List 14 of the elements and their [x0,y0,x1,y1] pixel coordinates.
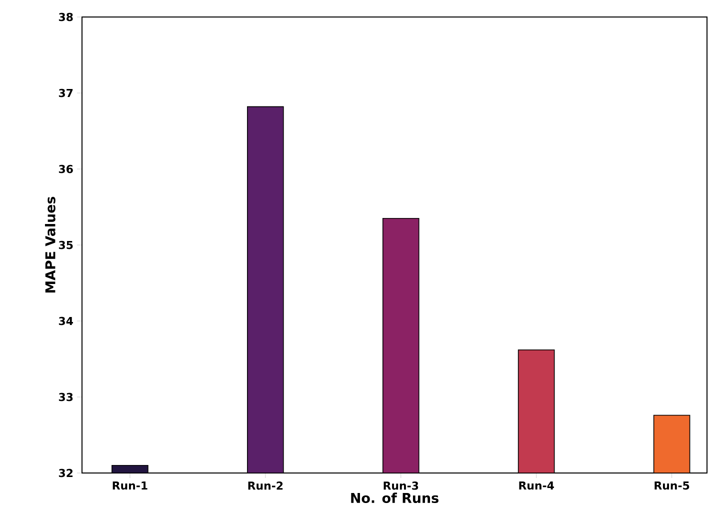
x-tick-label: Run-1 [112,482,148,490]
x-tick-label: Run-3 [384,482,418,490]
y-tick-label: 33 [58,392,73,402]
y-tick-label: 32 [58,468,73,478]
y-axis-title: MAPE Values [44,196,56,293]
y-tick-label: 36 [58,164,73,174]
x-tick-label: Run-4 [519,482,554,490]
y-tick-label: 37 [58,88,73,98]
y-tick-label: 38 [58,12,73,22]
x-tick-label: Run-5 [654,482,690,490]
y-tick-label: 35 [58,240,73,250]
x-tick-label: Run-2 [248,482,283,490]
y-tick-label: 34 [58,316,73,326]
x-axis-title: No. of Runs [351,492,438,504]
